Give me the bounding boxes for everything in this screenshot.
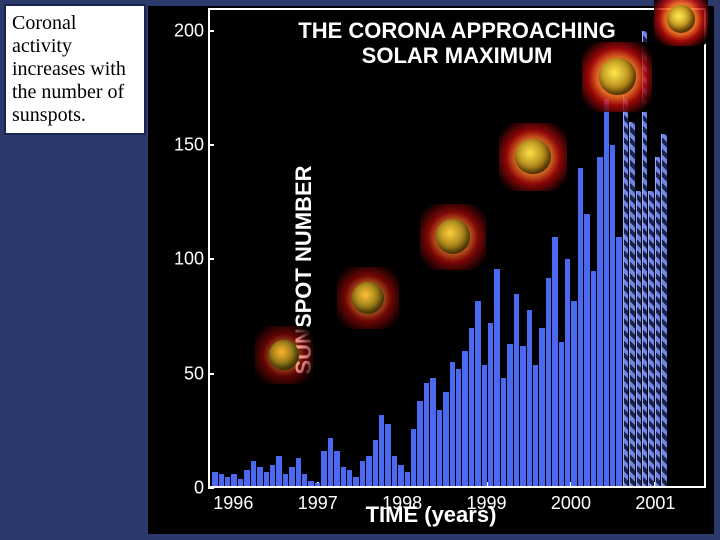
x-tick-label: 1996 [213,493,253,514]
sun-inset [420,204,486,270]
bar [501,378,506,488]
bar-predicted [623,95,628,488]
bar [411,429,416,488]
x-tick-label: 1998 [382,493,422,514]
bar [456,369,461,488]
bar [283,474,288,488]
y-tick-label: 150 [160,135,204,156]
annotation-box: Coronal activity increases with the numb… [4,4,146,135]
bar [482,365,487,488]
bar [616,237,621,488]
bar [520,346,525,488]
bar [264,472,269,488]
bar [212,472,217,488]
bar [270,465,275,488]
y-tick-label: 50 [160,363,204,384]
bar [231,474,236,488]
bar [385,424,390,488]
bar [257,467,262,488]
bar [244,470,249,488]
bar [373,440,378,488]
bar [584,214,589,488]
bar [571,301,576,488]
bar [405,472,410,488]
bar [591,271,596,488]
plot-area: THE CORONA APPROACHING SOLAR MAXIMUM 050… [208,8,706,488]
bar [430,378,435,488]
bar [539,328,544,488]
y-tick-label: 0 [160,478,204,499]
bar [251,461,256,488]
bar [462,351,467,488]
sun-inset [337,267,399,329]
chart: SUNSPOT NUMBER TIME (years) THE CORONA A… [148,6,714,534]
y-tick-label: 200 [160,20,204,41]
bar [450,362,455,488]
bar [488,323,493,488]
bar [546,278,551,488]
bar [475,301,480,488]
bar-predicted [636,191,641,488]
bar [347,470,352,488]
sun-inset [499,123,567,191]
bar [514,294,519,488]
bar [597,157,602,488]
x-tick-label: 1999 [467,493,507,514]
bar [315,483,320,488]
bar [533,365,538,488]
bar [366,456,371,488]
bar-predicted [661,134,666,488]
sun-inset [654,0,708,46]
bar [507,344,512,488]
sun-inset [255,326,313,384]
bar [392,456,397,488]
bar [238,479,243,488]
bar [565,259,570,488]
bar-predicted [648,191,653,488]
bar [360,461,365,488]
bar [302,474,307,488]
bar [437,410,442,488]
bar [341,467,346,488]
annotation-text: Coronal activity increases with the numb… [12,12,138,127]
x-tick-label: 2001 [635,493,675,514]
bar [308,481,313,488]
bar [328,438,333,488]
bar-predicted [629,122,634,488]
bar [559,342,564,488]
bar [296,458,301,488]
bar [353,477,358,488]
x-tick-label: 2000 [551,493,591,514]
bar [334,451,339,488]
bar [578,168,583,488]
bar [276,456,281,488]
bar [443,392,448,488]
bar [494,269,499,488]
y-tick-label: 100 [160,249,204,270]
bar [225,477,230,488]
x-tick-label: 1997 [298,493,338,514]
bar [398,465,403,488]
bar [321,451,326,488]
bar [610,145,615,488]
bar [219,474,224,488]
bar [469,328,474,488]
bar-predicted [655,157,660,488]
sun-inset [582,42,652,112]
bar [289,467,294,488]
bar [379,415,384,488]
bar [552,237,557,488]
bar [424,383,429,488]
bar [604,99,609,488]
bar [417,401,422,488]
bar [527,310,532,488]
